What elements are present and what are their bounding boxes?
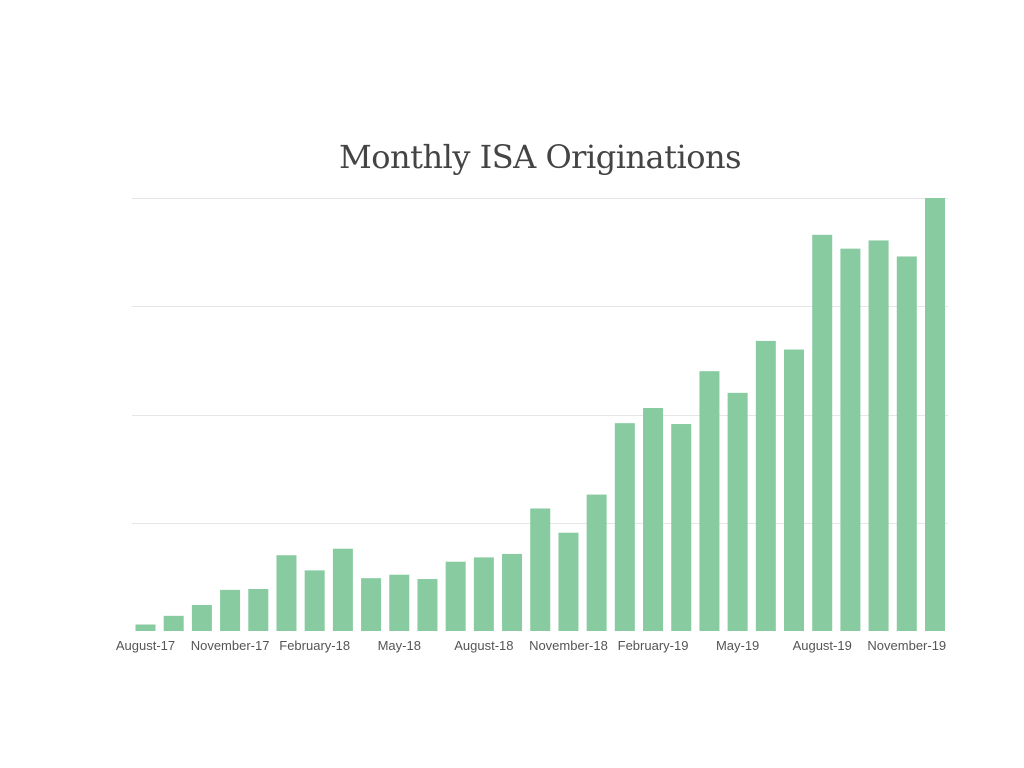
bar-February-18 — [304, 570, 325, 631]
bar-December-19 — [925, 198, 945, 631]
x-tick-label: August-17 — [116, 638, 175, 653]
bar-February-19 — [643, 408, 664, 631]
bar-November-18 — [558, 532, 579, 631]
bar-August-19 — [812, 234, 833, 631]
bar-December-18 — [586, 494, 607, 631]
bar-March-18 — [332, 548, 353, 631]
grid-lines — [132, 198, 948, 524]
bar-June-18 — [417, 579, 438, 631]
bar-July-18 — [445, 561, 466, 631]
bar-May-19 — [727, 392, 748, 631]
x-tick-label: November-18 — [529, 638, 608, 653]
x-tick-label: May-19 — [716, 638, 759, 653]
x-tick-label: August-19 — [793, 638, 852, 653]
bar-January-19 — [614, 423, 635, 631]
x-tick-labels: August-17 November-17 February-18 May-18 Aug… — [116, 638, 946, 653]
bar-September-17 — [163, 615, 184, 631]
bar-August-18 — [473, 557, 494, 631]
bar-July-19 — [784, 349, 805, 631]
bar-April-19 — [699, 371, 720, 631]
bar-April-18 — [361, 578, 382, 631]
x-tick-label: February-19 — [618, 638, 689, 653]
bar-March-19 — [671, 424, 692, 631]
x-tick-label: November-19 — [867, 638, 946, 653]
bar-October-18 — [530, 508, 551, 631]
bar-May-18 — [389, 574, 410, 631]
bar-November-17 — [220, 589, 241, 631]
bar-October-17 — [191, 605, 212, 631]
bar-November-19 — [896, 256, 917, 631]
bar-September-19 — [840, 248, 861, 631]
x-tick-label: November-17 — [191, 638, 270, 653]
bar-January-18 — [276, 555, 297, 631]
bar-June-19 — [755, 340, 776, 631]
bar-October-19 — [868, 240, 889, 631]
x-tick-label: February-18 — [279, 638, 350, 653]
x-tick-label: May-18 — [378, 638, 421, 653]
bar-December-17 — [248, 589, 269, 631]
bars — [135, 198, 945, 631]
bar-September-18 — [502, 553, 523, 631]
bar-August-17 — [135, 624, 156, 631]
x-tick-label: August-18 — [454, 638, 513, 653]
chart-title: Monthly ISA Originations — [339, 138, 742, 176]
